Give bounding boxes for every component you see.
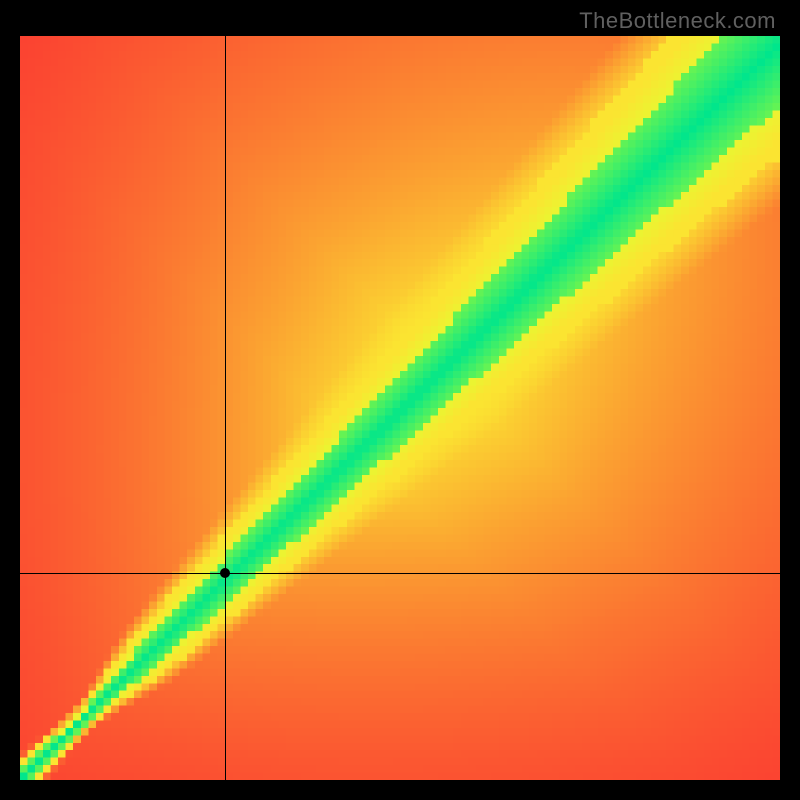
bottleneck-heatmap <box>20 36 780 780</box>
watermark-text: TheBottleneck.com <box>579 8 776 34</box>
data-point-marker <box>220 568 230 578</box>
crosshair-vertical <box>225 36 226 780</box>
heatmap-canvas <box>20 36 780 780</box>
crosshair-horizontal <box>20 573 780 574</box>
